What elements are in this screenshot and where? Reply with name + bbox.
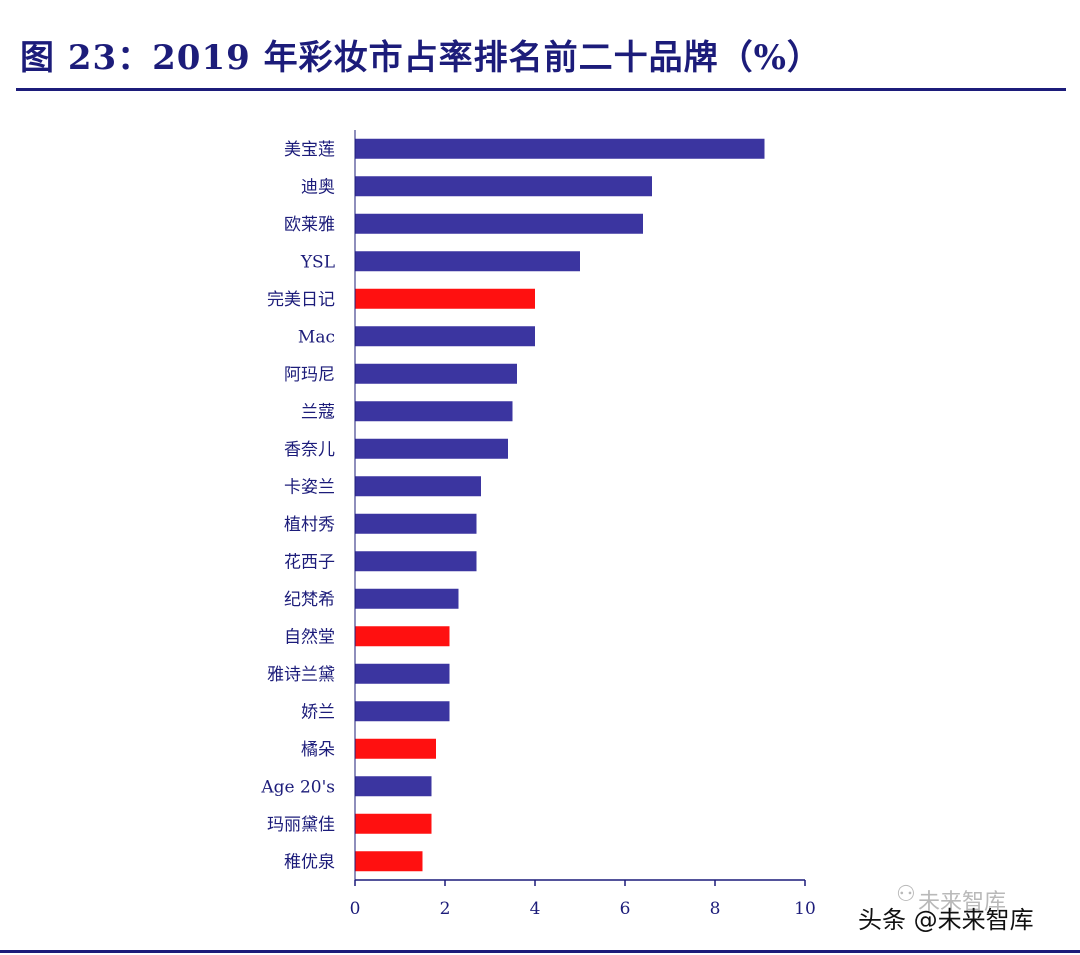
category-label: 稚优泉 [284, 852, 335, 872]
bar [355, 513, 477, 534]
bar [355, 326, 535, 347]
category-label: 橘朵 [301, 740, 335, 760]
category-label: 完美日记 [267, 290, 335, 310]
bar [355, 438, 508, 459]
page-title: 图 23：2019 年彩妆市占率排名前二十品牌（%） [20, 38, 822, 78]
category-label: 花西子 [284, 552, 335, 572]
x-tick-label: 8 [710, 899, 721, 919]
category-label: 迪奥 [301, 177, 335, 197]
category-label: 植村秀 [284, 515, 335, 535]
bar [355, 213, 643, 234]
bar [355, 551, 477, 572]
category-label: 玛丽黛佳 [267, 815, 335, 835]
x-tick-label: 6 [620, 899, 631, 919]
category-label: 自然堂 [284, 627, 335, 647]
x-tick-label: 4 [530, 899, 541, 919]
bar [355, 701, 450, 722]
bar [355, 251, 580, 272]
category-label: 娇兰 [301, 702, 335, 722]
category-label: 兰蔻 [301, 402, 335, 422]
bar [355, 663, 450, 684]
bar [355, 401, 513, 422]
category-label: Mac [298, 327, 335, 347]
watermark: 头条 @未来智库 [858, 906, 1034, 934]
bar [355, 363, 517, 384]
bar [355, 738, 436, 759]
bar [355, 851, 423, 872]
bar [355, 176, 652, 197]
category-label: 阿玛尼 [284, 365, 335, 385]
category-label: 欧莱雅 [284, 215, 335, 235]
category-label: Age 20's [260, 777, 335, 797]
bar [355, 588, 459, 609]
bar [355, 288, 535, 309]
category-label: 纪梵希 [284, 590, 335, 610]
bar [355, 138, 765, 159]
bar [355, 476, 481, 497]
bottom-divider [0, 950, 1080, 953]
category-label: 香奈儿 [284, 440, 335, 460]
x-tick-label: 2 [440, 899, 451, 919]
wechat-icon: ⚇ [896, 882, 916, 907]
x-tick-label: 0 [350, 899, 361, 919]
watermark-faded: 未来智库 [918, 890, 1007, 915]
category-label: 雅诗兰黛 [267, 665, 335, 685]
category-label: YSL [300, 252, 335, 272]
x-tick-label: 10 [794, 899, 816, 919]
bar [355, 626, 450, 647]
category-label: 卡姿兰 [284, 477, 335, 497]
bar [355, 776, 432, 797]
category-label: 美宝莲 [284, 140, 335, 160]
bar [355, 813, 432, 834]
title-divider [16, 88, 1066, 91]
